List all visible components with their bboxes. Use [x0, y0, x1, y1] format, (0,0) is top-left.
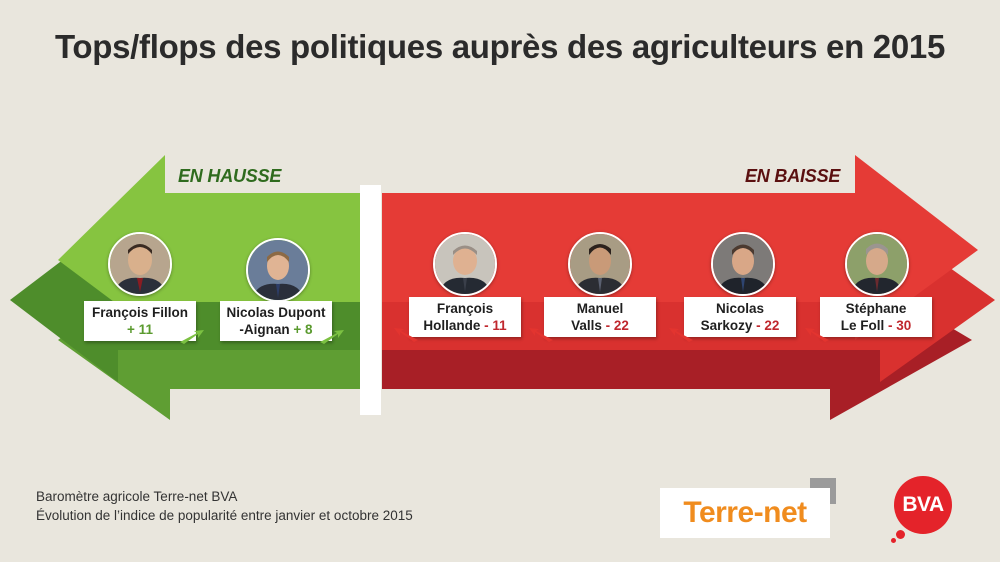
bva-logo-text: BVA	[894, 476, 952, 534]
trend-up-icon	[320, 330, 344, 344]
card-nicolas-dupont-aignan: Nicolas Dupont -Aignan + 8	[220, 301, 332, 341]
divider	[360, 185, 381, 415]
card-nicolas-sarkozy: Nicolas Sarkozy - 22	[684, 297, 796, 337]
page-title: Tops/flops des politiques auprès des agr…	[54, 28, 946, 65]
footer-description: Évolution de l’indice de popularité entr…	[36, 508, 413, 523]
bva-logo: BVA	[890, 476, 970, 546]
popularity-change: + 11	[127, 322, 153, 337]
card-francois-hollande: François Hollande - 11	[409, 297, 521, 337]
terre-net-logo-text: Terre-net	[660, 488, 830, 538]
popularity-change: + 8	[293, 322, 313, 337]
card-francois-fillon: François Fillon + 11	[84, 301, 196, 341]
terre-net-logo: Terre-net	[660, 478, 840, 544]
label-en-hausse: EN HAUSSE	[178, 166, 282, 186]
bva-logo-dot-small	[891, 538, 896, 543]
trend-down-icon	[669, 328, 693, 342]
politician-name: Nicolas	[715, 301, 765, 316]
green-arrow-group	[10, 155, 360, 420]
popularity-change: - 22	[605, 318, 629, 333]
politician-name-line2: Le Foll	[840, 318, 885, 333]
popularity-change: - 11	[484, 318, 507, 333]
politician-name: François Fillon	[91, 305, 188, 320]
avatar-francois-hollande	[433, 232, 497, 296]
popularity-change: - 22	[756, 318, 780, 333]
popularity-change: - 30	[888, 318, 912, 333]
politician-name-line2: Hollande	[423, 318, 481, 333]
footer-caption: Baromètre agricole Terre-net BVA Évoluti…	[36, 487, 413, 525]
red-arrow-front	[382, 155, 978, 340]
politician-name-line2: Sarkozy	[700, 318, 753, 333]
bva-logo-dot	[896, 530, 905, 539]
card-stephane-le-foll: Stéphane Le Foll - 30	[820, 297, 932, 337]
trend-up-icon	[180, 330, 204, 344]
footer-source: Baromètre agricole Terre-net BVA	[36, 489, 238, 504]
politician-name-line2: -Aignan	[239, 322, 290, 337]
card-manuel-valls: Manuel Valls - 22	[544, 297, 656, 337]
avatar-manuel-valls	[568, 232, 632, 296]
trend-down-icon	[805, 328, 829, 342]
avatar-francois-fillon	[108, 232, 172, 296]
politician-name: Nicolas Dupont	[226, 305, 326, 320]
politician-name: Stéphane	[845, 301, 907, 316]
avatar-stephane-le-foll	[845, 232, 909, 296]
label-en-baisse: EN BAISSE	[745, 166, 841, 186]
trend-down-icon	[394, 328, 418, 342]
politician-name: François	[436, 301, 494, 316]
politician-name: Manuel	[576, 301, 624, 316]
trend-down-icon	[529, 328, 553, 342]
politician-name-line2: Valls	[571, 318, 602, 333]
avatar-nicolas-dupont-aignan	[246, 238, 310, 302]
avatar-nicolas-sarkozy	[711, 232, 775, 296]
